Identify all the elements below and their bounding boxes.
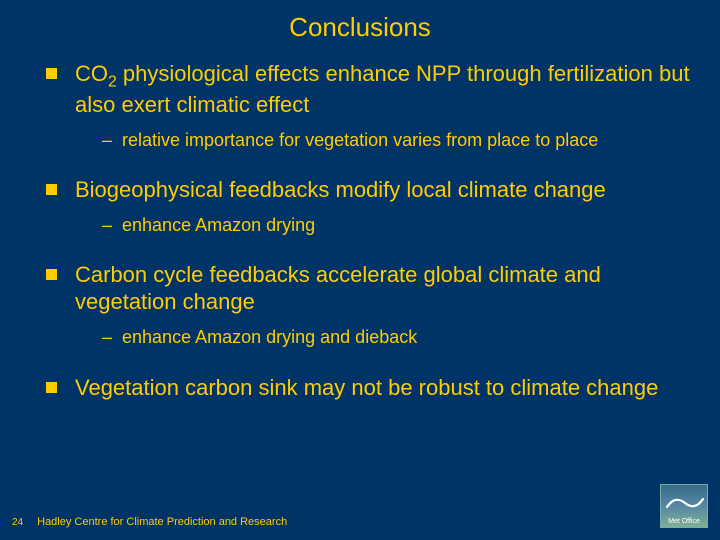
sub-bullet-item: –relative importance for vegetation vari… (102, 129, 690, 152)
logo-label: Met Office (668, 518, 700, 525)
footer-org: Hadley Centre for Climate Prediction and… (37, 516, 287, 528)
sub-bullet-item: –enhance Amazon drying and dieback (102, 326, 690, 349)
slide-footer: 24 Hadley Centre for Climate Prediction … (12, 484, 708, 528)
square-bullet-icon (46, 68, 57, 79)
slide-content: CO2 physiological effects enhance NPP th… (0, 61, 720, 415)
bullet-text: Vegetation carbon sink may not be robust… (75, 375, 658, 402)
dash-bullet-icon: – (102, 214, 112, 237)
bullet-text: Biogeophysical feedbacks modify local cl… (75, 177, 606, 204)
dash-bullet-icon: – (102, 129, 112, 152)
slide-title: Conclusions (0, 0, 720, 61)
sub-bullet-text: relative importance for vegetation varie… (122, 129, 598, 152)
sub-bullet-item: –enhance Amazon drying (102, 214, 690, 237)
bullet-text: Carbon cycle feedbacks accelerate global… (75, 262, 690, 316)
sub-bullet-text: enhance Amazon drying (122, 214, 315, 237)
dash-bullet-icon: – (102, 326, 112, 349)
footer-left: 24 Hadley Centre for Climate Prediction … (12, 516, 287, 528)
bullet-item: Biogeophysical feedbacks modify local cl… (46, 177, 690, 204)
bullet-item: CO2 physiological effects enhance NPP th… (46, 61, 690, 119)
square-bullet-icon (46, 184, 57, 195)
square-bullet-icon (46, 382, 57, 393)
square-bullet-icon (46, 269, 57, 280)
page-number: 24 (12, 517, 23, 528)
sub-bullet-text: enhance Amazon drying and dieback (122, 326, 417, 349)
bullet-text: CO2 physiological effects enhance NPP th… (75, 61, 690, 119)
logo-wave-icon (665, 493, 705, 511)
bullet-item: Vegetation carbon sink may not be robust… (46, 375, 690, 402)
bullet-item: Carbon cycle feedbacks accelerate global… (46, 262, 690, 316)
met-office-logo: Met Office (660, 484, 708, 528)
